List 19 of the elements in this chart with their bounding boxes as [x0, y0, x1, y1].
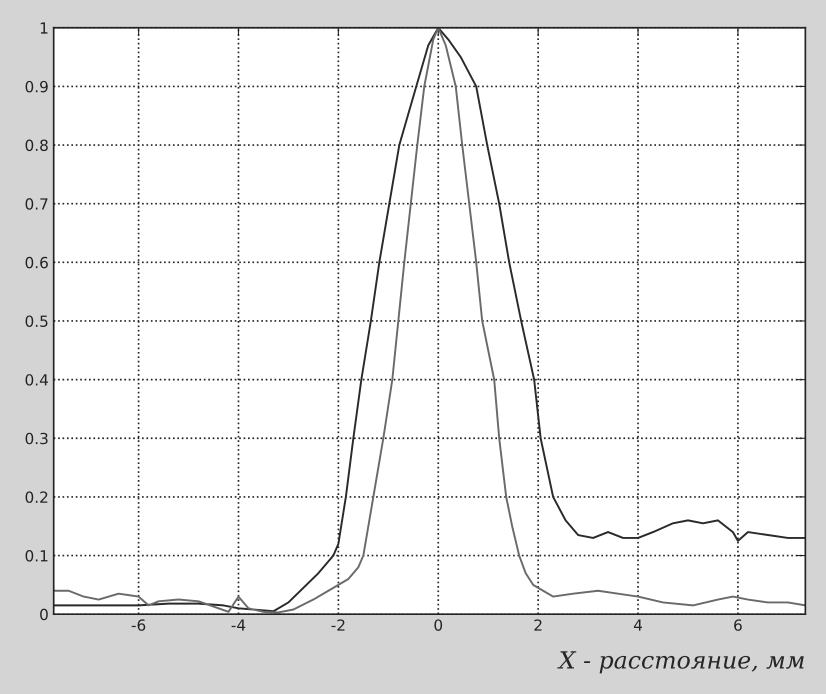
x-tick-label: 4	[634, 620, 642, 631]
x-tick-label: 6	[734, 619, 742, 631]
x-tick-label: 0	[434, 619, 442, 631]
x-tick-label: -6	[132, 619, 146, 631]
x-tick-label: -2	[332, 619, 344, 631]
y-tick-label: 0.3	[26, 432, 48, 444]
x-axis-title: X - расстояние, мм	[557, 651, 804, 674]
x-tick-label: 2	[534, 619, 542, 631]
y-tick-label: 0.5	[26, 315, 48, 327]
y-tick-label: 0.8	[26, 140, 48, 152]
x-tick-label: -4	[232, 620, 246, 631]
y-tick-label: 1	[40, 22, 48, 34]
y-tick-label: 0.9	[26, 80, 48, 92]
y-tick-label: 0.2	[26, 491, 48, 503]
y-tick-label: 0	[40, 608, 48, 620]
y-tick-label: 0.7	[26, 198, 48, 210]
y-tick-label: 0.4	[26, 374, 48, 386]
y-tick-label: 0.6	[26, 256, 48, 268]
y-tick-label: 0.1	[26, 550, 48, 562]
